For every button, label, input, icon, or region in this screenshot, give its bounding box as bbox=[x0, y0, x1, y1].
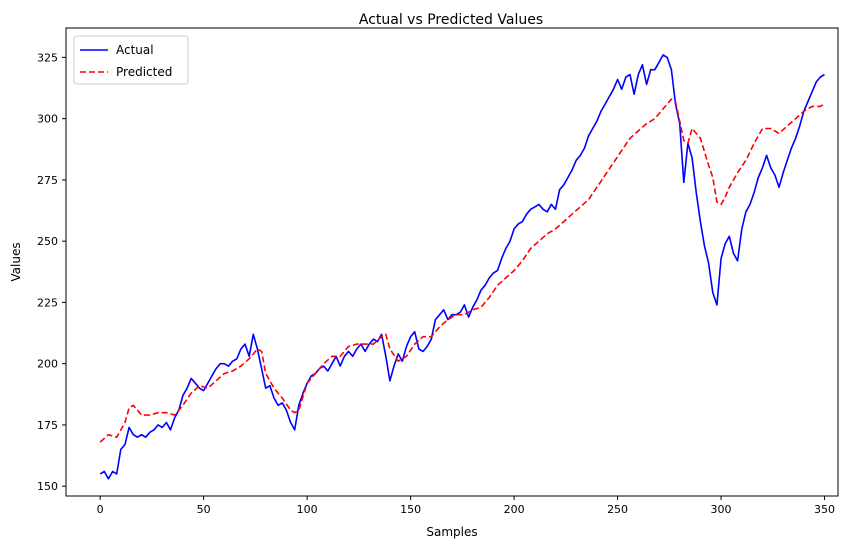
series-line-actual bbox=[99, 54, 825, 480]
x-tick-label: 250 bbox=[607, 503, 628, 516]
legend-label-actual: Actual bbox=[116, 43, 154, 57]
x-axis-label: Samples bbox=[426, 525, 477, 539]
y-axis-label: Values bbox=[9, 242, 23, 281]
y-tick-label: 175 bbox=[37, 419, 58, 432]
x-tick-label: 300 bbox=[711, 503, 732, 516]
plot-area bbox=[65, 27, 839, 497]
y-tick-label: 225 bbox=[37, 296, 58, 309]
y-tick-label: 300 bbox=[37, 113, 58, 126]
x-tick-label: 150 bbox=[400, 503, 421, 516]
x-axis-ticks: 0 50 100 150 200 250 300 350 bbox=[97, 496, 835, 516]
y-tick-label: 275 bbox=[37, 174, 58, 187]
y-tick-label: 250 bbox=[37, 235, 58, 248]
y-tick-label: 200 bbox=[37, 358, 58, 371]
y-tick-label: 325 bbox=[37, 51, 58, 64]
x-tick-label: 50 bbox=[197, 503, 211, 516]
y-tick-label: 150 bbox=[37, 480, 58, 493]
x-tick-label: 200 bbox=[504, 503, 525, 516]
y-axis-ticks: 150 175 200 225 250 275 300 325 bbox=[37, 51, 66, 493]
chart-title: Actual vs Predicted Values bbox=[359, 12, 543, 28]
legend: Actual Predicted bbox=[73, 35, 189, 85]
x-tick-label: 350 bbox=[814, 503, 835, 516]
x-tick-label: 0 bbox=[97, 503, 104, 516]
x-tick-label: 100 bbox=[297, 503, 318, 516]
series-lines bbox=[99, 54, 825, 480]
legend-label-predicted: Predicted bbox=[116, 65, 172, 79]
series-line-predicted bbox=[99, 98, 825, 443]
